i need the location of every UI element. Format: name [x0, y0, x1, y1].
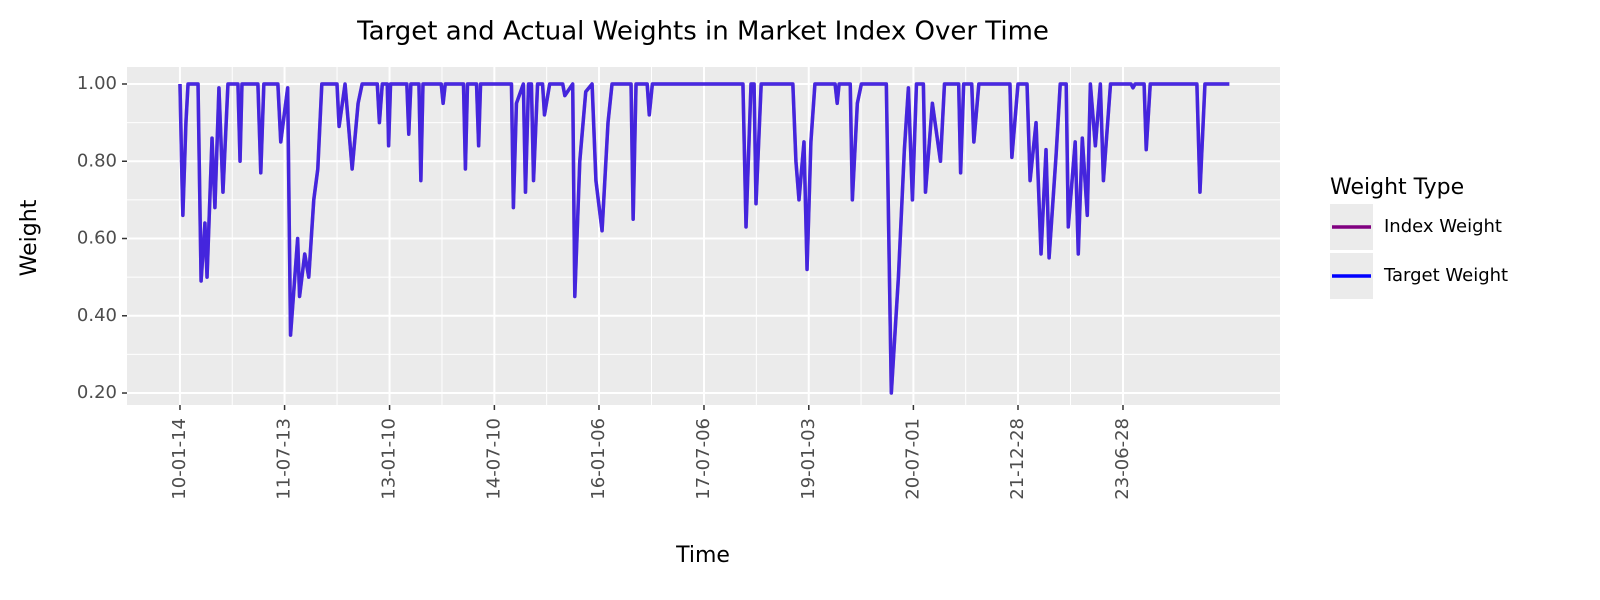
x-tick-label: 10-01-14	[169, 418, 190, 500]
y-tick-label: 0.20	[77, 382, 117, 403]
x-tick-label: 17-07-06	[693, 418, 714, 500]
x-tick-label: 13-01-10	[379, 418, 400, 500]
x-tick-label: 16-01-06	[588, 418, 609, 500]
x-tick-label: 19-01-03	[798, 418, 819, 500]
x-tick-label: 23-06-28	[1112, 418, 1133, 500]
y-tick-label: 0.80	[77, 150, 117, 171]
x-tick-label: 21-12-28	[1007, 418, 1028, 500]
legend-label: Target Weight	[1383, 265, 1508, 286]
x-tick-label: 11-07-13	[274, 418, 295, 500]
y-tick-label: 0.60	[77, 228, 117, 249]
y-tick-label: 1.00	[77, 73, 117, 94]
x-tick-label: 14-07-10	[483, 418, 504, 500]
data-line	[178, 82, 1230, 395]
y-axis-label: Weight	[17, 199, 42, 276]
chart-title: Target and Actual Weights in Market Inde…	[356, 17, 1049, 47]
legend-label: Index Weight	[1384, 216, 1502, 237]
x-tick-label: 20-07-01	[902, 418, 923, 500]
y-tick-label: 0.40	[77, 305, 117, 326]
legend-title: Weight Type	[1330, 175, 1464, 200]
x-axis-label: Time	[675, 543, 730, 568]
